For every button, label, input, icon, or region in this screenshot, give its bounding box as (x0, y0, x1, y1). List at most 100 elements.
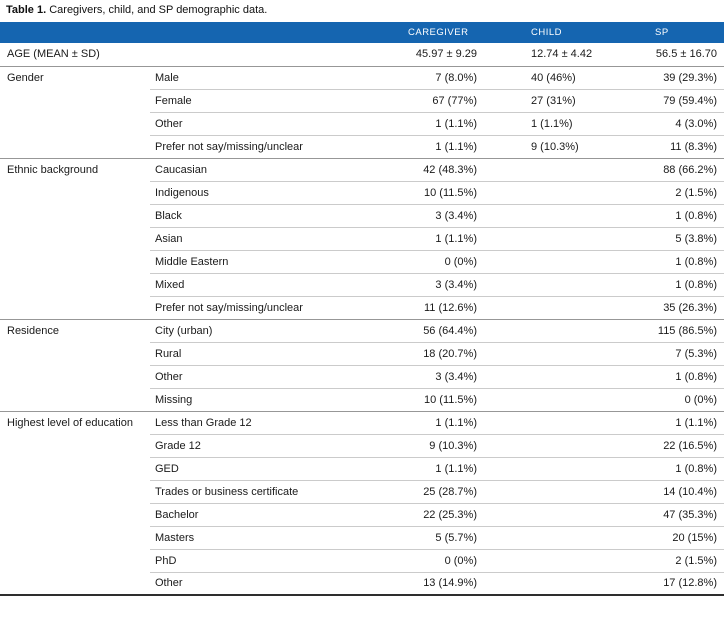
cell-child-value: 9 (10.3%) (527, 135, 651, 159)
cell-group-label (0, 365, 150, 388)
table-row: Black 3 (3.4%) 1 (0.8%) (0, 204, 724, 228)
cell-subcategory: Mixed (150, 273, 404, 297)
cell-caregiver-value: 9 (10.3%) (404, 434, 527, 458)
cell-child-value (527, 204, 651, 228)
cell-caregiver-value: 3 (3.4%) (404, 273, 527, 297)
cell-subcategory: Other (150, 365, 404, 389)
cell-sp-value: 5 (3.8%) (651, 227, 724, 251)
cell-group-label: Residence (7, 324, 59, 337)
cell-subcategory: GED (150, 457, 404, 481)
cell-subcategory: Prefer not say/missing/unclear (150, 135, 404, 159)
table-caption: Table 1. Caregivers, child, and SP demog… (6, 4, 724, 17)
cell-sp-value: 115 (86.5%) (651, 319, 724, 343)
cell-caregiver-value: 7 (8.0%) (404, 66, 527, 90)
cell-caregiver-value: 5 (5.7%) (404, 526, 527, 550)
table-row: Rural 18 (20.7%) 7 (5.3%) (0, 342, 724, 366)
cell-group-label (0, 204, 150, 227)
cell-child-value: 12.74 ± 4.42 (527, 43, 651, 67)
cell-caregiver-value: 11 (12.6%) (404, 296, 527, 320)
cell-child-value (527, 365, 651, 389)
column-header-sp: SP (651, 22, 724, 43)
cell-group-label (0, 181, 150, 204)
cell-child-value (527, 273, 651, 297)
cell-group-label (0, 135, 150, 159)
table-row: Prefer not say/missing/unclear 11 (12.6%)… (0, 296, 724, 320)
table-row: Prefer not say/missing/unclear 1 (1.1%) 9 … (0, 135, 724, 159)
cell-group-label (0, 227, 150, 250)
cell-subcategory: Less than Grade 12 (150, 411, 404, 435)
cell-caregiver-value: 22 (25.3%) (404, 503, 527, 527)
cell-sp-value: 47 (35.3%) (651, 503, 724, 527)
table-row: Gender Male 7 (8.0%) 40 (46%) 39 (29.3%) (0, 66, 724, 90)
cell-child-value (527, 549, 651, 573)
cell-subcategory: Missing (150, 388, 404, 412)
cell-child-value (527, 227, 651, 251)
cell-caregiver-value: 1 (1.1%) (404, 411, 527, 435)
cell-group-label (0, 434, 150, 457)
cell-caregiver-value: 45.97 ± 9.29 (404, 43, 527, 67)
cell-caregiver-value: 13 (14.9%) (423, 577, 477, 590)
cell-caregiver-value: 0 (0%) (404, 250, 527, 274)
cell-subcategory: Indigenous (150, 181, 404, 205)
cell-group-label (0, 457, 150, 480)
cell-subcategory: Prefer not say/missing/unclear (150, 296, 404, 320)
table-row: Grade 12 9 (10.3%) 22 (16.5%) (0, 434, 724, 458)
cell-sp-value: 56.5 ± 16.70 (651, 43, 724, 67)
table-body: AGE (MEAN ± SD) 45.97 ± 9.29 12.74 ± 4.42 5… (0, 43, 724, 595)
cell-child-value (527, 572, 651, 595)
table-row: Middle Eastern 0 (0%) 1 (0.8%) (0, 250, 724, 274)
cell-subcategory: Grade 12 (150, 434, 404, 458)
cell-sp-value: 79 (59.4%) (651, 89, 724, 113)
cell-group-label (0, 342, 150, 365)
cell-child-value (527, 158, 651, 182)
cell-child-value (527, 526, 651, 550)
cell-sp-value: 7 (5.3%) (651, 342, 724, 366)
cell-group-label (0, 572, 150, 595)
cell-subcategory: Other (150, 112, 404, 136)
cell-group-label (0, 503, 150, 526)
cell-sp-value: 14 (10.4%) (651, 480, 724, 504)
table-row: Mixed 3 (3.4%) 1 (0.8%) (0, 273, 724, 297)
table-row: Ethnic background Caucasian 42 (48.3%) 88 (… (0, 158, 724, 182)
cell-caregiver-value: 0 (0%) (404, 549, 527, 573)
cell-caregiver-value: 67 (77%) (404, 89, 527, 113)
cell-child-value (527, 181, 651, 205)
cell-caregiver-value: 1 (1.1%) (404, 135, 527, 159)
cell-caregiver-value: 10 (11.5%) (404, 388, 527, 412)
cell-group-label: AGE (MEAN ± SD) (0, 43, 150, 67)
cell-sp-value: 1 (1.1%) (651, 411, 724, 435)
cell-caregiver-value: 56 (64.4%) (404, 319, 527, 343)
table-row: Highest level of education Less than Grad… (0, 411, 724, 435)
cell-caregiver-value: 1 (1.1%) (404, 457, 527, 481)
cell-child-value (527, 457, 651, 481)
cell-child-value (527, 250, 651, 274)
cell-sp-value: 17 (12.8%) (663, 577, 717, 590)
cell-sp-value: 35 (26.3%) (651, 296, 724, 320)
cell-group-label (0, 526, 150, 549)
cell-subcategory: Caucasian (150, 158, 404, 182)
table-row: Other 1 (1.1%) 1 (1.1%) 4 (3.0%) (0, 112, 724, 136)
cell-group-label (0, 549, 150, 572)
column-header-empty-2 (150, 22, 404, 43)
table-caption-text: Caregivers, child, and SP demographic da… (49, 4, 268, 16)
cell-sp-value: 39 (29.3%) (651, 66, 724, 90)
cell-sp-value: 1 (0.8%) (651, 365, 724, 389)
cell-sp-value: 0 (0%) (651, 388, 724, 412)
cell-sp-value: 1 (0.8%) (651, 273, 724, 297)
cell-child-value (527, 480, 651, 504)
cell-subcategory: Bachelor (150, 503, 404, 527)
cell-child-value (527, 319, 651, 343)
table-row: Bachelor 22 (25.3%) 47 (35.3%) (0, 503, 724, 527)
cell-sp-value: 2 (1.5%) (651, 181, 724, 205)
cell-subcategory: Black (150, 204, 404, 228)
table-row: Residence City (urban) 56 (64.4%) 115 (86.5… (0, 319, 724, 343)
cell-sp-value: 1 (0.8%) (651, 250, 724, 274)
table-row: GED 1 (1.1%) 1 (0.8%) (0, 457, 724, 481)
table-row: Female 67 (77%) 27 (31%) 79 (59.4%) (0, 89, 724, 113)
cell-group-label (0, 296, 150, 320)
cell-subcategory: Male (150, 66, 404, 90)
cell-child-value (527, 411, 651, 435)
cell-sp-value: 4 (3.0%) (651, 112, 724, 136)
demographics-table: CAREGIVER CHILD SP AGE (MEAN ± SD) 45.97 … (0, 22, 724, 596)
cell-group-label (0, 250, 150, 273)
